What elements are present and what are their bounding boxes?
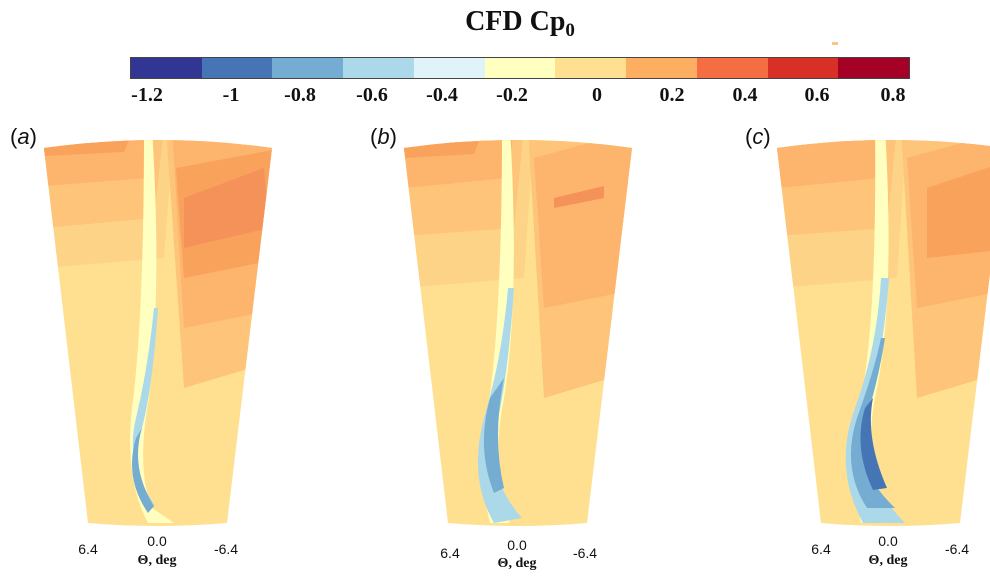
panel-c-xtick: 6.4 <box>811 541 831 557</box>
colorbar-swatch-6 <box>484 58 556 78</box>
stray-mark <box>832 42 838 45</box>
colorbar-tick: -1.2 <box>131 84 163 106</box>
colorbar-ticks: -1.2 -1 -0.8 -0.6 -0.4 -0.2 0 0.2 0.4 0.… <box>0 84 990 110</box>
panel-b-xlabel: Θ, deg <box>497 556 537 571</box>
panel-c-contour <box>777 140 990 526</box>
colorbar-swatch-5 <box>413 58 485 78</box>
title-main: CFD Cp <box>465 6 566 37</box>
colorbar-swatch-9 <box>696 58 768 78</box>
panel-a-xlabel: Θ, deg <box>137 553 177 568</box>
colorbar-swatch-2 <box>201 58 273 78</box>
colorbar-swatch-8 <box>626 58 697 78</box>
panel-b-letter: b <box>377 124 390 149</box>
title-subscript: 0 <box>565 20 575 41</box>
colorbar-tick: -1 <box>222 84 240 106</box>
panel-a-letter: a <box>17 124 30 149</box>
panel-c-label: (c) <box>745 124 771 149</box>
panel-c-xtick: -6.4 <box>944 541 970 557</box>
colorbar-tick: -0.6 <box>356 84 388 106</box>
colorbar-tick: -0.2 <box>496 84 528 106</box>
colorbar-tick: 0.2 <box>659 84 685 106</box>
panel-b-xtick: -6.4 <box>572 545 598 561</box>
colorbar-tick: -0.8 <box>284 84 316 106</box>
colorbar <box>130 57 910 79</box>
panel-b-xtick: 6.4 <box>440 545 460 561</box>
colorbar-tick: 0 <box>592 84 602 106</box>
panel-b-xtick: 0.0 <box>507 537 527 553</box>
panel-a-xtick: 0.0 <box>147 533 167 549</box>
panel-a-label: (a) <box>10 124 37 149</box>
colorbar-tick: 0.6 <box>804 84 830 106</box>
colorbar-swatch-10 <box>767 58 839 78</box>
panel-a-contour <box>44 140 272 526</box>
panel-c-letter: c <box>752 124 764 149</box>
colorbar-swatch-4 <box>343 58 414 78</box>
panel-b-contour <box>404 140 632 526</box>
colorbar-tick: 0.4 <box>732 84 758 106</box>
panel-b-label: (b) <box>370 124 397 149</box>
colorbar-swatch-3 <box>272 58 344 78</box>
figure-title: CFD Cp0 <box>0 6 990 41</box>
colorbar-swatch-11 <box>838 58 910 78</box>
panel-a-xtick: -6.4 <box>213 541 239 557</box>
colorbar-swatch-7 <box>555 58 627 78</box>
panel-a-xtick: 6.4 <box>78 541 98 557</box>
colorbar-tick: -0.4 <box>426 84 458 106</box>
panel-c-xtick: 0.0 <box>878 533 898 549</box>
panel-c-xlabel: Θ, deg <box>868 553 908 568</box>
colorbar-tick: 0.8 <box>880 84 906 106</box>
colorbar-swatch-1 <box>131 58 202 78</box>
